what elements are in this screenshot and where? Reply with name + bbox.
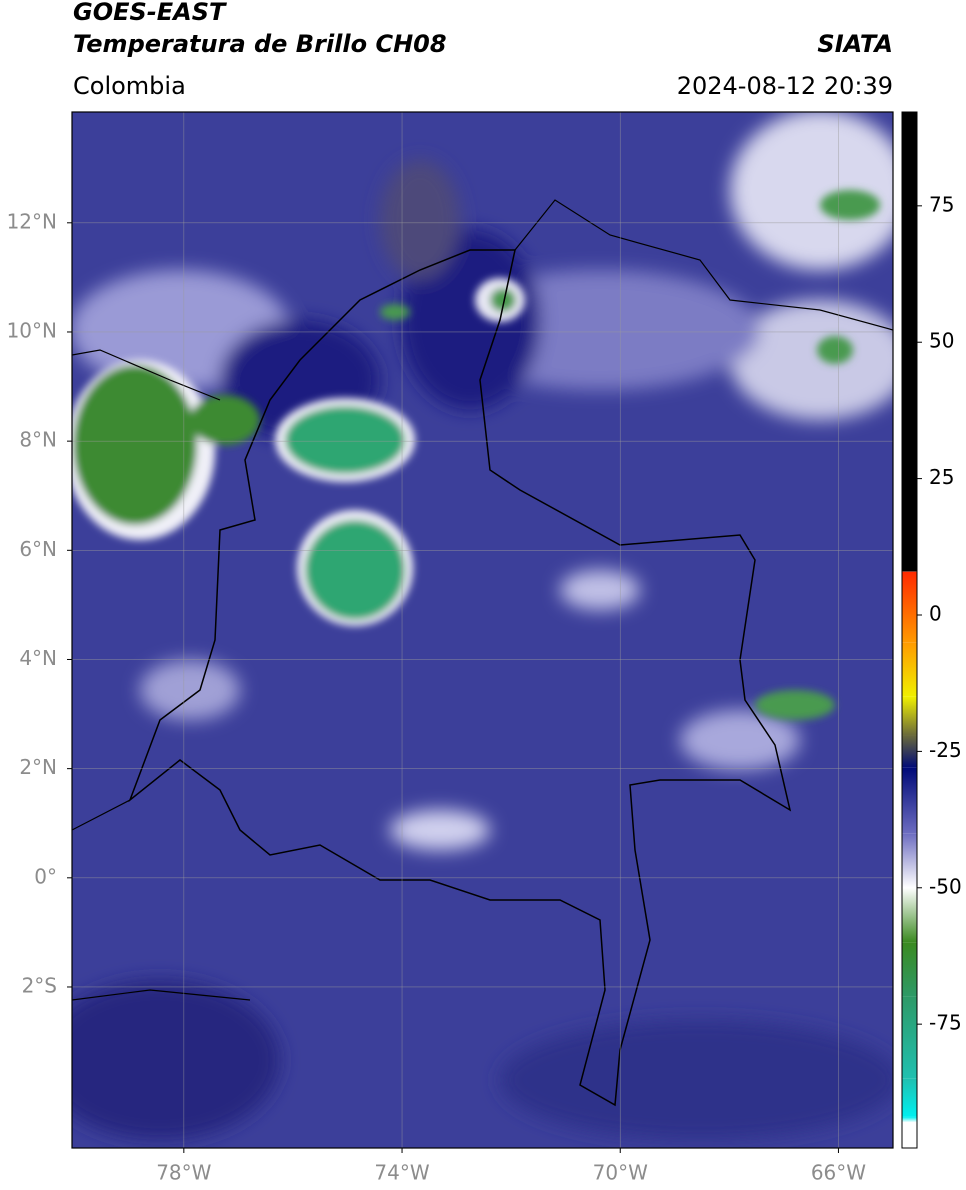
colorbar-tick-label: -25 [929,738,962,762]
colorbar-segment [902,735,917,768]
y-tick-label: 4°N [19,646,57,670]
colorbar-segment [902,887,917,943]
y-tick-label: 0° [34,864,57,888]
x-tick-label: 78°W [156,1161,211,1185]
colorbar-frame [901,111,918,1149]
y-tick-label: 2°N [19,755,57,779]
overlay: 78°W 74°W 70°W 66°W 12°N 10°N 8°N 6°N 4°N 2°N 0° 2°… [7,112,962,1185]
colorbar-segment [902,1116,917,1123]
y-tick-label: 2°S [22,973,57,997]
colorbar-tick-label: 0 [929,601,942,625]
colorbar-tick-label: 50 [929,329,954,353]
x-tick-label: 66°W [811,1161,866,1185]
colorbar-segment [902,1078,917,1117]
x-tick-label: 74°W [374,1161,429,1185]
map-imagery [72,112,893,1148]
region: Colombia [73,72,186,100]
colorbar-segment [902,996,917,1079]
source: SIATA [817,30,893,58]
colorbar-segment [902,767,917,834]
y-tick-label: 8°N [19,428,57,452]
subtitle: Temperatura de Brillo CH08 [73,30,447,58]
title: GOES-EAST [73,0,227,26]
colorbar-segment [902,571,917,643]
colorbar-tick-label: -75 [929,1011,962,1035]
y-tick-label: 6°N [19,537,57,561]
colorbar-segment [902,642,917,697]
coastline [72,199,893,1001]
datetime: 2024-08-12 20:39 [677,72,893,100]
y-tick-label: 10°N [7,318,57,342]
colorbar-segment [902,1122,917,1148]
colorbar-tick-label: 25 [929,465,954,489]
cold-cloud-tops [72,190,880,720]
colorbar-tick-label: 75 [929,192,954,216]
colorbar-segment [902,942,917,997]
colorbar-segment [902,696,917,736]
colorbar-segment [902,833,917,888]
colorbar-segment [902,112,917,572]
colorbar-tick-label: -50 [929,874,962,898]
x-tick-label: 70°W [593,1161,648,1185]
y-tick-label: 12°N [7,209,57,233]
colorbar-segment [902,571,917,572]
map-frame [71,111,894,1149]
